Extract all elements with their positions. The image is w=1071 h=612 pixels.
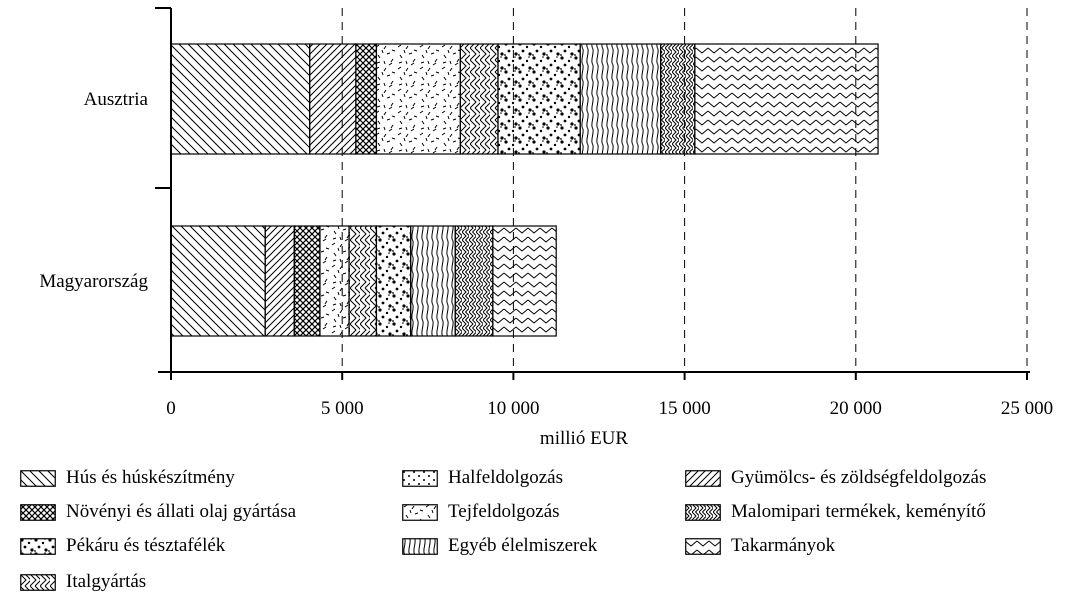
- bar-segment: [660, 43, 696, 155]
- bar-segment: [694, 43, 879, 155]
- legend-swatch: [20, 573, 56, 591]
- bar-segment: [355, 43, 378, 155]
- legend-label: Hús és húskészítmény: [66, 467, 235, 488]
- legend-item: Pékáru és tésztafélék: [20, 535, 225, 557]
- legend-label: Gyümölcs- és zöldségfeldolgozás: [731, 467, 987, 488]
- legend-label: Halfeldolgozás: [448, 467, 564, 488]
- x-axis-title: millió EUR: [540, 428, 628, 449]
- legend-swatch: [20, 469, 56, 487]
- legend-swatch: [402, 469, 438, 487]
- x-tick-label: 20 000: [830, 398, 882, 419]
- bars: [170, 43, 879, 337]
- legend-item: Gyümölcs- és zöldségfeldolgozás: [685, 467, 986, 489]
- legend-label: Növényi és állati olaj gyártása: [66, 501, 297, 522]
- bar-segment: [497, 43, 581, 155]
- bar-segment: [309, 43, 357, 155]
- legend-item: Halfeldolgozás: [402, 467, 563, 489]
- legend-label: Tejfeldolgozás: [448, 501, 560, 522]
- bar-segment: [293, 225, 321, 337]
- category-label: Magyarország: [39, 271, 148, 292]
- legend-swatch: [402, 503, 438, 521]
- bar-segment: [579, 43, 662, 155]
- bar-segment: [348, 225, 378, 337]
- bar-segment: [459, 43, 499, 155]
- legend-swatch: [685, 469, 721, 487]
- legend-item: Hús és húskészítmény: [20, 467, 235, 489]
- bar-chart: 0 5 000 10 000 15 000 20 000 25 000 millió EUR…: [39, 7, 1053, 449]
- axis-labels: 0 5 000 10 000 15 000 20 000 25 000 millió EUR…: [39, 89, 1053, 449]
- legend-label: Egyéb élelmiszerek: [448, 535, 598, 556]
- legend-label: Takarmányok: [731, 535, 836, 556]
- bar-segment: [170, 225, 266, 337]
- bar-segment: [170, 43, 311, 155]
- bar-segment: [454, 225, 494, 337]
- legend-item: Malomipari termékek, keményítő: [685, 501, 986, 523]
- bar-segment: [375, 225, 412, 337]
- legend-item: Egyéb élelmiszerek: [402, 535, 597, 557]
- legend-swatch: [20, 503, 56, 521]
- legend-label: Malomipari termékek, keményítő: [731, 501, 986, 522]
- category-label: Ausztria: [84, 89, 149, 110]
- legend-swatch: [402, 537, 438, 555]
- bar-segment: [264, 225, 295, 337]
- legend-swatch: [20, 537, 56, 555]
- legend-label: Italgyártás: [66, 571, 147, 592]
- legend-swatch: [685, 537, 721, 555]
- bar-segment: [319, 225, 350, 337]
- legend-swatch: [685, 503, 721, 521]
- x-tick-label: 0: [166, 398, 176, 419]
- x-tick-label: 10 000: [487, 398, 539, 419]
- bar-segment: [492, 225, 557, 337]
- legend-item: Növényi és állati olaj gyártása: [20, 501, 296, 523]
- x-tick-label: 15 000: [658, 398, 710, 419]
- legend-label: Pékáru és tésztafélék: [66, 535, 226, 556]
- legend-item: Italgyártás: [20, 571, 146, 593]
- x-tick-label: 5 000: [321, 398, 364, 419]
- legend-item: Tejfeldolgozás: [402, 501, 560, 523]
- legend-item: Takarmányok: [685, 535, 835, 557]
- bar-segment: [375, 43, 461, 155]
- x-tick-label: 25 000: [1001, 398, 1053, 419]
- bar-segment: [410, 225, 456, 337]
- axes: [155, 7, 1030, 380]
